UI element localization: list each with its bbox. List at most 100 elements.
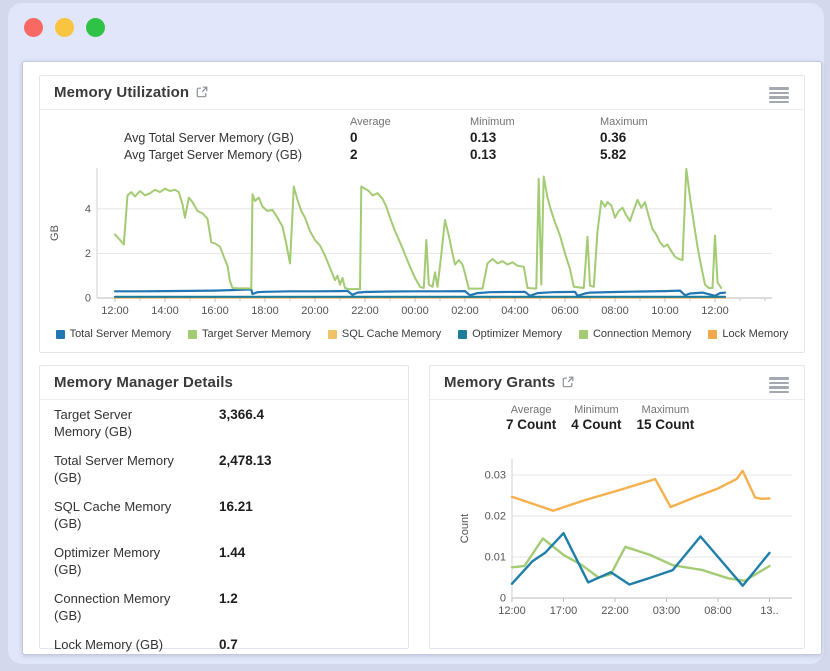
grants-stat: Minimum 4 Count (571, 404, 621, 432)
stats-value: 2 (350, 147, 358, 162)
legend-swatch-icon (708, 329, 718, 339)
stats-value: 0 (350, 130, 358, 145)
grants-stat-label: Minimum (574, 404, 619, 416)
memory-manager-details-title: Memory Manager Details (54, 374, 233, 391)
app-window: Memory Utilization Average Minimum Maxim… (8, 3, 824, 664)
memory-grants-chart[interactable]: 0 0.01 0.02 0.03 Count 12:00 17:00 22:00 03:00 08… (444, 450, 800, 626)
svg-text:0.03: 0.03 (485, 470, 506, 482)
memory-utilization-header: Memory Utilization (40, 76, 804, 110)
svg-text:Count: Count (459, 514, 471, 543)
memory-grants-title: Memory Grants (444, 374, 556, 391)
detail-value: 1.44 (219, 545, 246, 560)
stats-value: 5.82 (600, 147, 627, 162)
svg-text:16:00: 16:00 (201, 305, 229, 317)
legend-item[interactable]: Lock Memory (708, 328, 788, 340)
detail-row: Total Server Memory (GB) 2,478.13 (54, 452, 398, 486)
svg-text:03:00: 03:00 (653, 605, 681, 617)
grants-stat-label: Average (510, 404, 552, 416)
svg-text:04:00: 04:00 (501, 305, 529, 317)
memory-manager-details-header: Memory Manager Details (40, 366, 408, 400)
memory-grants-stats: Average 7 Count Minimum 4 Count Maximum 15 Co… (506, 404, 694, 432)
memory-utilization-title: Memory Utilization (54, 84, 190, 101)
svg-text:14:00: 14:00 (151, 305, 179, 317)
grants-stat: Maximum 15 Count (637, 404, 695, 432)
legend-item[interactable]: SQL Cache Memory (327, 328, 442, 340)
dashboard-card: Memory Utilization Average Minimum Maxim… (22, 61, 822, 655)
svg-text:13..: 13.. (760, 605, 778, 617)
window-controls (24, 18, 105, 37)
stats-value: 0.13 (470, 147, 497, 162)
svg-text:4: 4 (85, 203, 91, 215)
traffic-light-zoom[interactable] (86, 18, 105, 37)
external-link-icon[interactable] (562, 375, 574, 387)
detail-label: Target Server Memory (GB) (54, 407, 133, 439)
svg-text:02:00: 02:00 (451, 305, 479, 317)
stats-row-label: Avg Target Server Memory (GB) (124, 148, 303, 162)
memory-grants-panel: Memory Grants Average 7 Count Minimum 4 Cou… (429, 365, 805, 649)
legend-swatch-icon (55, 329, 65, 339)
stats-col-maximum: Maximum (600, 116, 648, 128)
svg-text:12:00: 12:00 (701, 305, 729, 317)
svg-text:0: 0 (85, 293, 91, 305)
svg-text:12:00: 12:00 (498, 605, 526, 617)
svg-text:00:00: 00:00 (401, 305, 429, 317)
detail-label: SQL Cache Memory (GB) (54, 499, 172, 531)
svg-text:2: 2 (85, 248, 91, 260)
detail-label: Connection Memory (GB) (54, 591, 171, 623)
stats-col-average: Average (350, 116, 391, 128)
legend-label: Total Server Memory (69, 328, 172, 340)
svg-text:08:00: 08:00 (601, 305, 629, 317)
detail-label: Total Server Memory (GB) (54, 453, 174, 485)
detail-label: Lock Memory (GB) (54, 637, 164, 652)
svg-text:10:00: 10:00 (651, 305, 679, 317)
detail-label: Optimizer Memory (GB) (54, 545, 161, 577)
detail-row: Optimizer Memory (GB) 1.44 (54, 544, 398, 578)
svg-text:20:00: 20:00 (301, 305, 329, 317)
memory-utilization-chart[interactable]: 0 2 4 GB 12:00 14:00 16:00 18:00 20:00 22:00 00:00… (46, 164, 802, 332)
svg-text:22:00: 22:00 (351, 305, 379, 317)
legend-swatch-icon (578, 329, 588, 339)
legend-item[interactable]: Connection Memory (578, 328, 692, 340)
memory-manager-details-list: Target Server Memory (GB) 3,366.4 Total Se… (54, 406, 398, 665)
legend-swatch-icon (327, 329, 337, 339)
svg-text:18:00: 18:00 (251, 305, 279, 317)
stats-value: 0.36 (600, 130, 627, 145)
utilization-stats-table: Average Minimum Maximum Avg Total Server… (124, 116, 740, 162)
detail-value: 16.21 (219, 499, 253, 514)
svg-text:0.01: 0.01 (485, 552, 506, 564)
detail-value: 0.7 (219, 637, 238, 652)
grants-stat-value: 7 Count (506, 417, 557, 432)
grants-stat-value: 15 Count (636, 417, 695, 432)
svg-text:17:00: 17:00 (550, 605, 578, 617)
traffic-light-minimize[interactable] (55, 18, 74, 37)
detail-row: Target Server Memory (GB) 3,366.4 (54, 406, 398, 440)
legend-item[interactable]: Total Server Memory (55, 328, 172, 340)
memory-grants-header: Memory Grants (430, 366, 804, 400)
legend-item[interactable]: Optimizer Memory (458, 328, 562, 340)
detail-value: 1.2 (219, 591, 238, 606)
legend-swatch-icon (458, 329, 468, 339)
panel-menu-icon[interactable] (767, 85, 791, 105)
svg-text:08:00: 08:00 (704, 605, 732, 617)
stats-value: 0.13 (470, 130, 497, 145)
svg-text:12:00: 12:00 (101, 305, 129, 317)
detail-row: Connection Memory (GB) 1.2 (54, 590, 398, 624)
legend-label: SQL Cache Memory (341, 328, 442, 340)
memory-utilization-panel: Memory Utilization Average Minimum Maxim… (39, 75, 805, 353)
stats-row-label: Avg Total Server Memory (GB) (124, 131, 294, 145)
panel-menu-icon[interactable] (767, 375, 791, 395)
grants-stat-label: Maximum (641, 404, 690, 416)
detail-row: SQL Cache Memory (GB) 16.21 (54, 498, 398, 532)
grants-stat: Average 7 Count (506, 404, 556, 432)
memory-utilization-legend: Total Server Memory Target Server Memory S… (40, 328, 804, 340)
legend-swatch-icon (188, 329, 198, 339)
svg-text:22:00: 22:00 (601, 605, 629, 617)
legend-label: Target Server Memory (202, 328, 311, 340)
legend-label: Lock Memory (722, 328, 789, 340)
legend-label: Connection Memory (592, 328, 692, 340)
external-link-icon[interactable] (196, 85, 208, 97)
legend-item[interactable]: Target Server Memory (188, 328, 311, 340)
svg-text:0.02: 0.02 (485, 511, 506, 523)
traffic-light-close[interactable] (24, 18, 43, 37)
detail-row: Lock Memory (GB) 0.7 (54, 636, 398, 653)
